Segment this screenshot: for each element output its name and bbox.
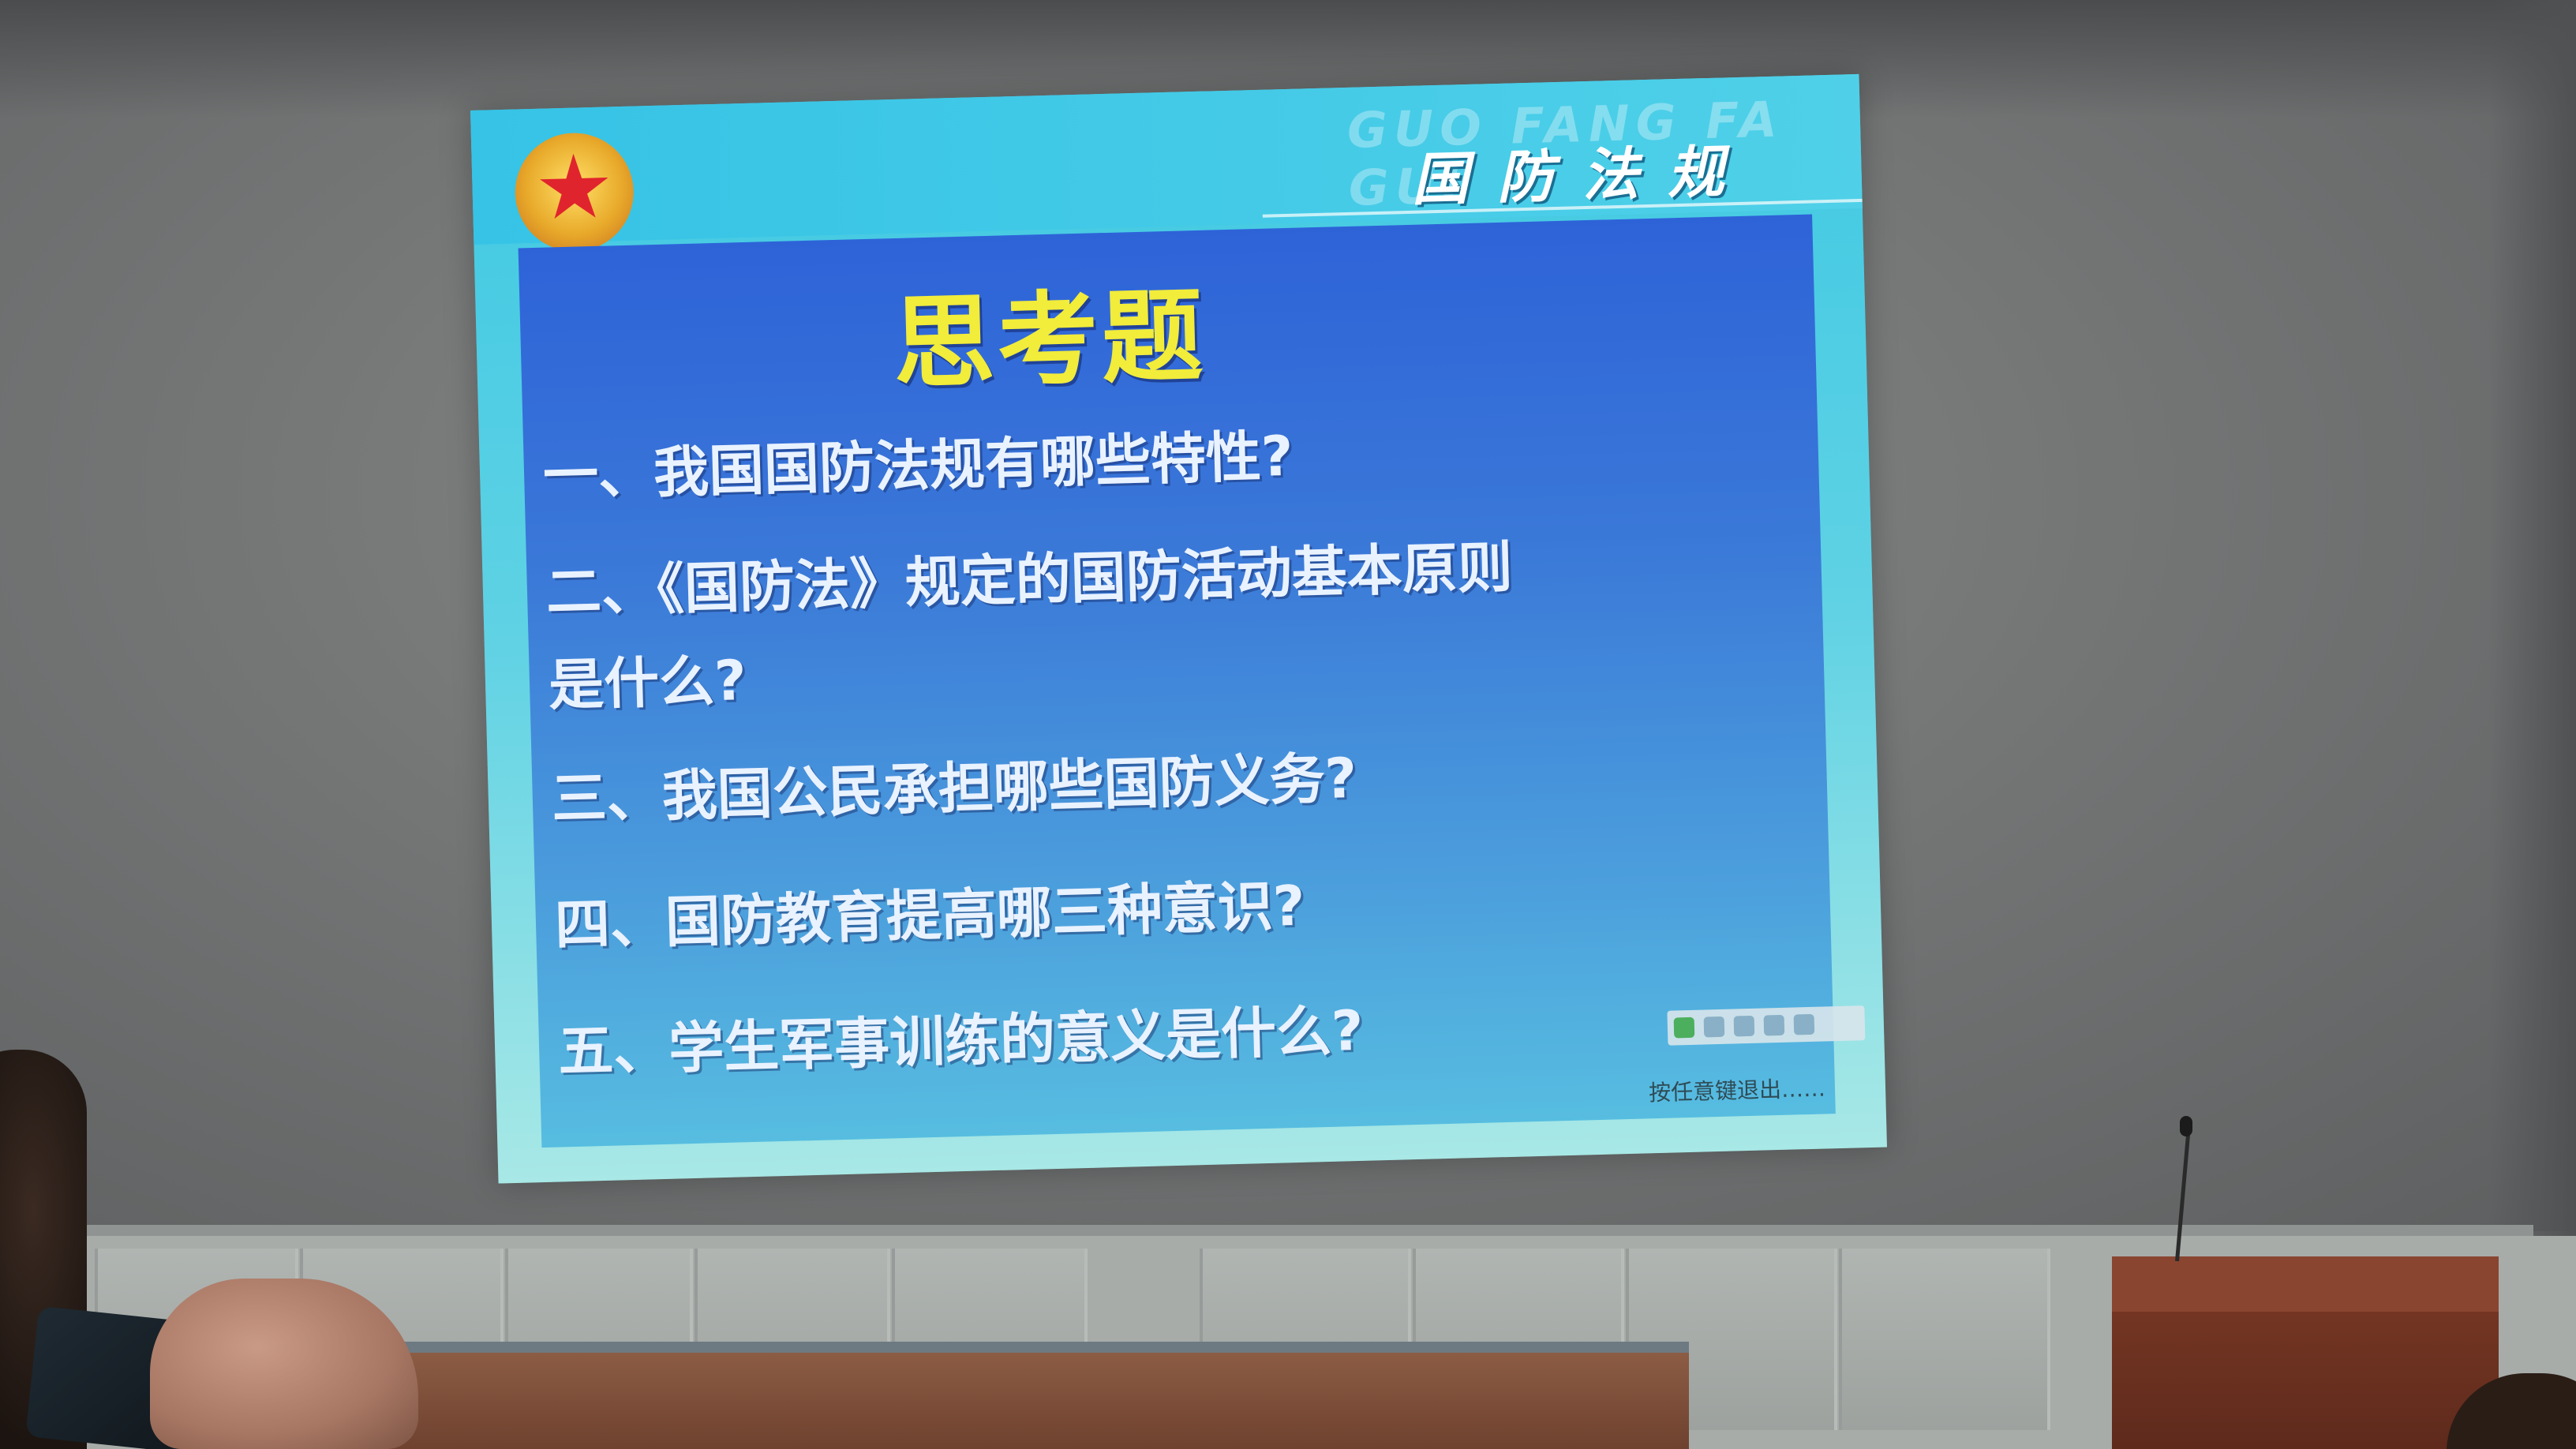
question-5: 五、学生军事训练的意义是什么? bbox=[557, 998, 1365, 1084]
ime-status-icon bbox=[1673, 1017, 1695, 1039]
lecture-table bbox=[363, 1342, 1689, 1449]
ime-settings-icon bbox=[1793, 1013, 1815, 1035]
slide-title: 思考题 bbox=[891, 277, 1208, 404]
ime-keyboard-icon bbox=[1763, 1014, 1785, 1036]
microphone-icon bbox=[2180, 1116, 2192, 1136]
wall-panel bbox=[1839, 1249, 2050, 1430]
slide-content-area: 思考题 一、我国国防法规有哪些特性? 二、《国防法》规定的国防活动基本原则 是什… bbox=[518, 214, 1836, 1148]
army-emblem-icon bbox=[513, 131, 635, 253]
podium-top bbox=[2112, 1256, 2499, 1312]
question-1: 一、我国国防法规有哪些特性? bbox=[542, 423, 1294, 508]
question-2: 二、《国防法》规定的国防活动基本原则 是什么? bbox=[545, 534, 1514, 718]
ime-punct-icon bbox=[1733, 1015, 1755, 1037]
projection-screen: GUO FANG FA GUI 国防法规 思考题 一、我国国防法规有哪些特性? … bbox=[470, 73, 1887, 1184]
audience-hand bbox=[150, 1279, 418, 1449]
emblem-star-icon bbox=[537, 152, 610, 225]
wall-corner-shadow bbox=[2489, 0, 2576, 1449]
wall-rail bbox=[87, 1225, 2533, 1236]
ime-mode-icon bbox=[1703, 1016, 1725, 1038]
exit-hint: 按任意键退出…… bbox=[1648, 1075, 1826, 1106]
input-method-toolbar-icon bbox=[1667, 1005, 1866, 1046]
question-4: 四、国防教育提高哪三种意识? bbox=[553, 873, 1306, 958]
question-3: 三、我国公民承担哪些国防义务? bbox=[550, 745, 1358, 832]
